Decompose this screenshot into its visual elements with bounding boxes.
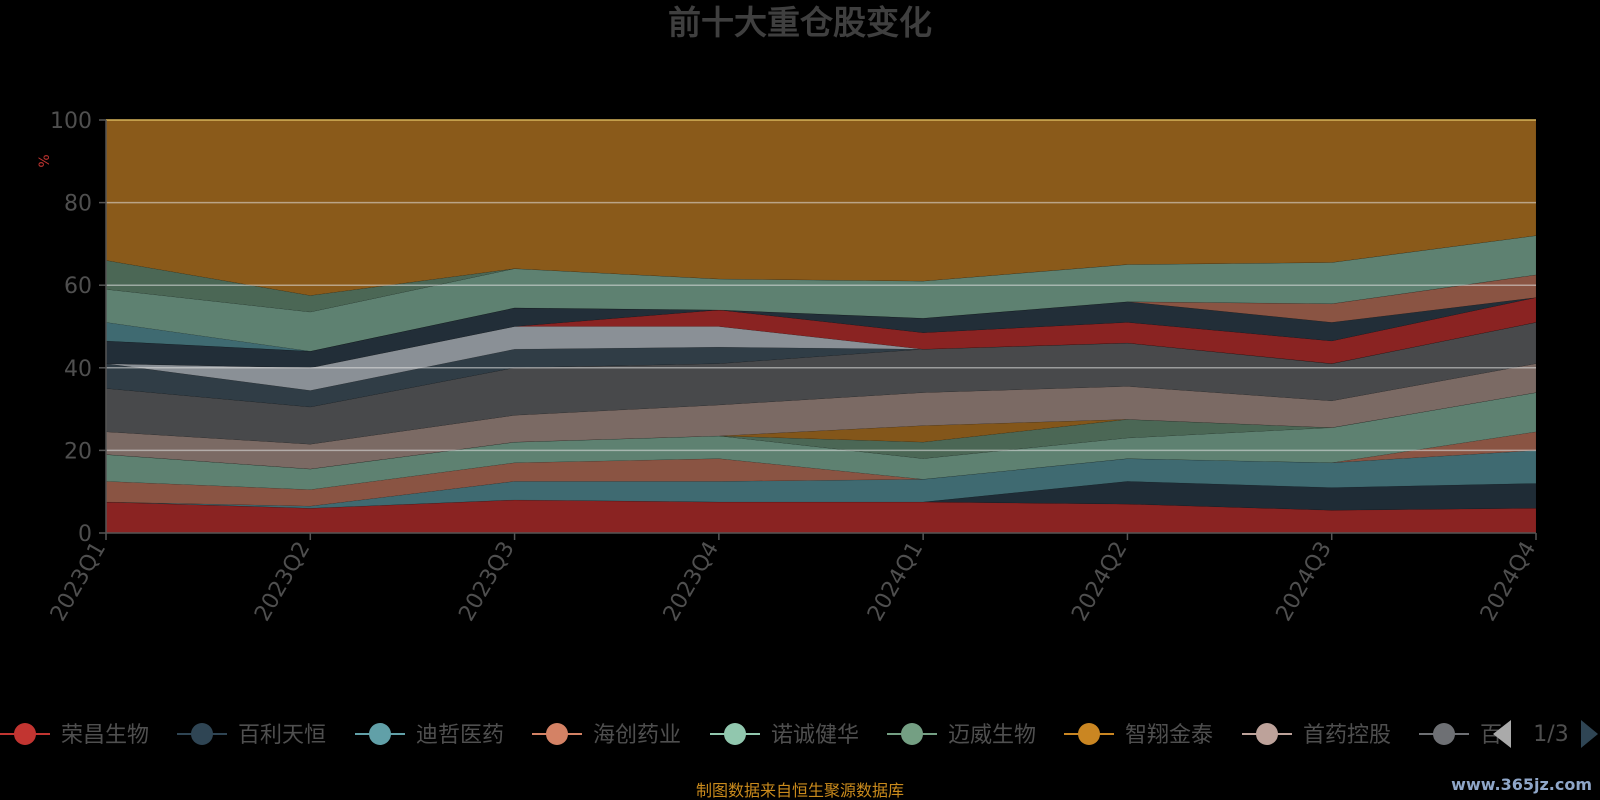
y-tick-label: 100 xyxy=(50,109,92,134)
source-note: 制图数据来自恒生聚源数据库 xyxy=(696,781,904,800)
legend-marker-icon xyxy=(901,723,923,745)
legend-item[interactable]: 迈威生物 xyxy=(887,723,1036,748)
area-band-17 xyxy=(105,235,1537,313)
watermark-link: www.365jz.com xyxy=(1451,775,1592,794)
area-band-2 xyxy=(105,481,1537,511)
legend-marker-icon xyxy=(191,723,213,745)
legend-item[interactable]: 荣昌生物 xyxy=(0,723,149,748)
legend-marker-icon xyxy=(724,723,746,745)
legend-item[interactable]: 迪哲医药 xyxy=(355,723,504,748)
legend-next-icon[interactable] xyxy=(1581,720,1598,748)
y-tick-label: 40 xyxy=(64,357,92,382)
legend-item[interactable]: 首药控股 xyxy=(1242,723,1391,748)
legend-prev-icon[interactable] xyxy=(1493,720,1511,748)
area-band-13 xyxy=(105,297,1537,369)
area-band-14 xyxy=(105,274,1537,352)
area-band-5 xyxy=(105,392,1537,490)
chart-title: 前十大重仓股变化 xyxy=(668,3,932,42)
x-tick-label: 2024Q3 xyxy=(1272,538,1337,626)
legend-label: 荣昌生物 xyxy=(61,723,149,748)
legend-label: 百利天恒 xyxy=(238,723,326,748)
gridlines xyxy=(106,119,1536,452)
legend-marker-icon xyxy=(14,723,36,745)
legend-label: 迈威生物 xyxy=(948,723,1036,748)
area-bands xyxy=(105,119,1537,534)
legend-item[interactable]: 海创药业 xyxy=(532,723,681,748)
y-tick-label: 80 xyxy=(64,192,92,217)
x-tick-label: 2023Q2 xyxy=(250,538,315,626)
legend-label: 智翔金泰 xyxy=(1125,723,1213,748)
legend-marker-icon xyxy=(1256,723,1278,745)
x-tick-label: 2023Q4 xyxy=(659,538,724,626)
legend-label: 百 xyxy=(1480,723,1502,748)
legend-marker-icon xyxy=(1433,723,1455,745)
legend-item[interactable]: 诺诚健华 xyxy=(710,723,859,748)
x-tick-label: 2024Q2 xyxy=(1067,538,1132,626)
legend-item[interactable]: 百利天恒 xyxy=(177,723,326,748)
legend-label: 迪哲医药 xyxy=(416,723,504,748)
x-tick-label: 2023Q1 xyxy=(46,538,111,626)
x-tick-label: 2024Q4 xyxy=(1476,538,1541,626)
y-tick-label: 20 xyxy=(64,439,92,464)
legend-item[interactable]: 百 xyxy=(1419,723,1502,748)
y-axis-label: % xyxy=(37,154,53,167)
legend-pager: 1/3 xyxy=(1493,720,1598,748)
legend-marker-icon xyxy=(546,723,568,745)
legend-marker-icon xyxy=(369,723,391,745)
legend-page-indicator: 1/3 xyxy=(1533,722,1568,747)
legend-item[interactable]: 智翔金泰 xyxy=(1064,723,1213,748)
legend-label: 诺诚健华 xyxy=(771,723,859,748)
x-tick-label: 2024Q1 xyxy=(863,538,928,626)
legend: 荣昌生物 百利天恒 迪哲医药 海创药业 诺诚健华 迈威生物 智翔金泰 首药控股 百 1/3 xyxy=(0,720,1598,748)
legend-label: 海创药业 xyxy=(593,723,681,748)
x-tick-label: 2023Q3 xyxy=(454,538,519,626)
y-tick-label: 0 xyxy=(78,522,92,547)
legend-marker-icon xyxy=(1078,723,1100,745)
legend-label: 首药控股 xyxy=(1303,723,1391,748)
y-tick-label: 60 xyxy=(64,274,92,299)
